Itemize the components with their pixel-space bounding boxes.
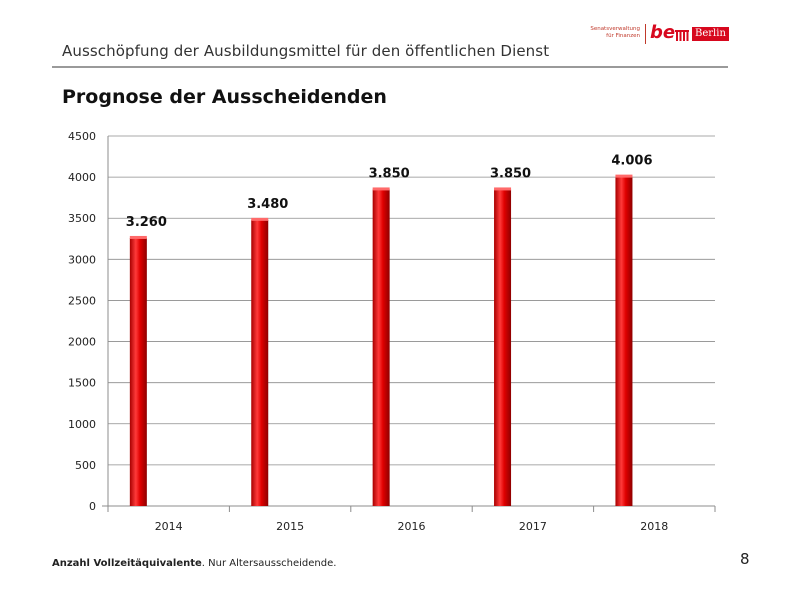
footnote-bold: Anzahl Vollzeitäquivalente <box>52 558 202 569</box>
logo-department-text: Senatsverwaltung für Finanzen <box>590 26 640 39</box>
footnote: Anzahl Vollzeitäquivalente. Nur Altersau… <box>52 558 336 569</box>
y-tick-label: 1000 <box>68 418 96 431</box>
bar-2014 <box>129 237 147 506</box>
chart-title: Prognose der Ausscheidenden <box>62 86 387 108</box>
brandenburg-gate-icon <box>675 30 689 41</box>
logo-be-text: be <box>650 22 676 43</box>
data-label: 4.006 <box>611 154 652 169</box>
y-tick-label: 3000 <box>68 253 96 266</box>
y-tick-label: 4500 <box>68 130 96 143</box>
data-label: 3.260 <box>126 215 167 230</box>
bar-top-highlight <box>615 174 633 178</box>
bar-2018 <box>615 176 633 506</box>
x-tick-label: 2017 <box>519 520 547 533</box>
y-tick-label: 3500 <box>68 212 96 225</box>
x-tick-label: 2018 <box>640 520 668 533</box>
logo-berlin-text: Berlin <box>692 27 729 41</box>
bar-top-highlight <box>129 235 147 239</box>
data-label: 3.480 <box>247 197 288 212</box>
bar-2017 <box>494 189 512 506</box>
y-tick-label: 1500 <box>68 377 96 390</box>
x-tick-label: 2016 <box>398 520 426 533</box>
senate-logo: Senatsverwaltung für Finanzen be Berlin <box>580 22 729 48</box>
data-label: 3.850 <box>369 166 410 181</box>
page-number: 8 <box>740 550 750 568</box>
footnote-rest: . Nur Altersausscheidende. <box>201 558 337 569</box>
slide-header-title: Ausschöpfung der Ausbildungsmittel für d… <box>62 42 550 60</box>
y-tick-label: 4000 <box>68 171 96 184</box>
header-divider <box>52 66 728 68</box>
data-label: 3.850 <box>490 166 531 181</box>
y-tick-label: 2000 <box>68 336 96 349</box>
bar-top-highlight <box>494 187 512 191</box>
bar-2015 <box>251 219 269 506</box>
bar-top-highlight <box>251 217 269 221</box>
y-tick-label: 500 <box>75 459 96 472</box>
x-tick-label: 2015 <box>276 520 304 533</box>
x-tick-label: 2014 <box>155 520 183 533</box>
bar-top-highlight <box>372 187 390 191</box>
bar-2016 <box>372 189 390 506</box>
y-tick-label: 0 <box>89 500 96 513</box>
y-tick-label: 2500 <box>68 294 96 307</box>
logo-separator <box>645 24 646 44</box>
